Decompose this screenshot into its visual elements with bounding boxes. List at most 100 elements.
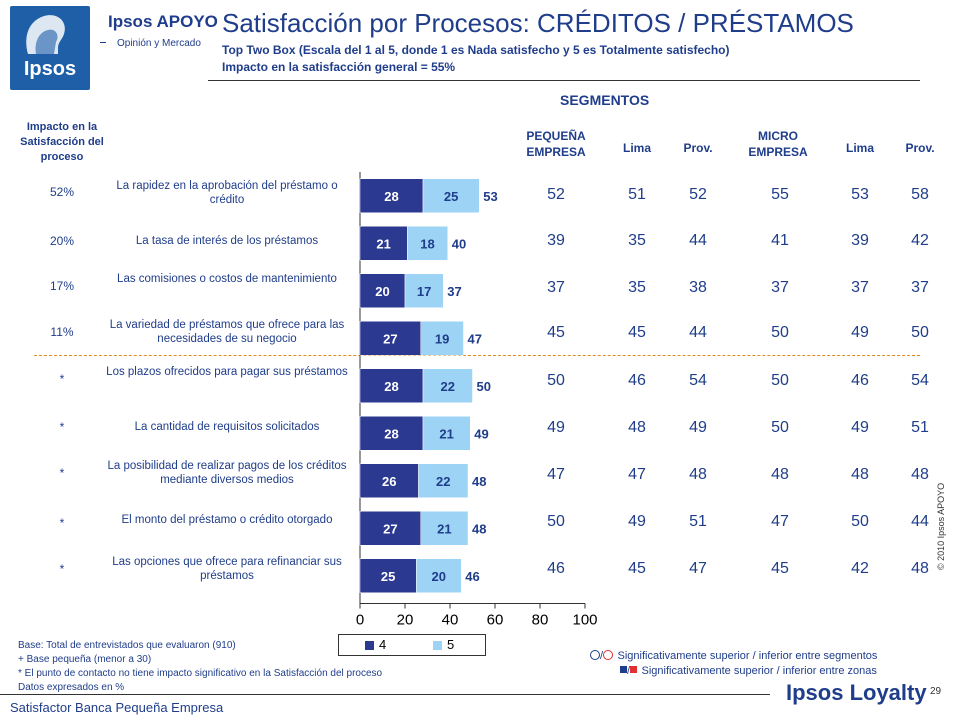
circle-icon <box>603 649 614 660</box>
sig-segments-text: Significativamente superior / inferior e… <box>617 650 878 662</box>
bar-series-4 <box>359 416 424 451</box>
bar-total-label: 49 <box>474 426 488 441</box>
segment-value: 37 <box>851 279 869 296</box>
segment-value: 50 <box>771 419 789 436</box>
partner-logo-subtitle: Opinión y Mercado <box>117 38 201 49</box>
impact-column-heading: Impacto en la Satisfacción del proceso <box>20 121 104 163</box>
bar-series-5 <box>418 463 469 498</box>
segment-value: 50 <box>771 372 789 389</box>
segment-value: 50 <box>771 324 789 341</box>
bar-total-label: 40 <box>452 236 466 251</box>
segment-value: 49 <box>851 324 869 341</box>
bar-series-4 <box>359 273 406 308</box>
segment-value: 44 <box>911 513 929 530</box>
bar-data-label: 19 <box>435 331 449 346</box>
segment-value: 35 <box>628 279 646 296</box>
segment-value: 46 <box>547 560 565 577</box>
segment-value: 48 <box>911 466 929 483</box>
segment-value: 35 <box>628 232 646 249</box>
segment-value: 47 <box>547 466 565 483</box>
segment-value: 46 <box>628 372 646 389</box>
bar-series-4 <box>359 178 424 213</box>
bar-series-5 <box>420 511 469 546</box>
segment-value: 50 <box>547 513 565 530</box>
bar-total-label: 46 <box>465 569 479 584</box>
row-label: Las comisiones o costos de mantenimiento <box>117 273 337 285</box>
bar-series-5 <box>422 416 471 451</box>
partner-logo-title: Ipsos APOYO <box>108 12 218 31</box>
copyright: © 2010 Ipsos APOYO <box>936 482 946 570</box>
segment-value: 48 <box>771 466 789 483</box>
impact-value: 17% <box>49 279 75 293</box>
bar-total-label: 50 <box>477 379 491 394</box>
title-divider <box>208 80 920 81</box>
bar-total-label: 47 <box>468 331 482 346</box>
segment-value: 52 <box>547 186 565 203</box>
legend-label-5: 5 <box>447 637 455 652</box>
impact-value: * <box>59 562 65 576</box>
bar-series-5 <box>422 368 473 403</box>
segment-value: 45 <box>547 324 565 341</box>
bar-series-4 <box>359 321 421 356</box>
segment-value: 48 <box>911 560 929 577</box>
segment-value: 41 <box>771 232 789 249</box>
square-icon <box>630 666 638 674</box>
segment-value: 37 <box>911 279 929 296</box>
col-micro-empresa: MICRO EMPRESA <box>748 129 808 159</box>
segment-value: 51 <box>628 186 646 203</box>
bar-series-5 <box>422 178 480 213</box>
impact-value: 11% <box>50 325 74 339</box>
circle-icon <box>590 649 600 660</box>
segment-value: 51 <box>911 419 929 436</box>
segment-value: 42 <box>911 232 929 249</box>
col-prov-2: Prov. <box>905 141 935 155</box>
bar-data-label: 21 <box>437 521 451 536</box>
segment-value: 53 <box>851 186 869 203</box>
footnote-base: Base: Total de entrevistados que evaluar… <box>18 640 236 651</box>
bar-series-5 <box>420 321 464 356</box>
legend-swatch-5 <box>433 641 442 650</box>
segment-value: 51 <box>689 513 707 530</box>
impact-value: 52% <box>49 185 75 199</box>
bar-series-4 <box>359 463 419 498</box>
bar-data-label: 20 <box>375 284 389 299</box>
bar-data-label: 28 <box>384 189 398 204</box>
bar-data-label: 18 <box>420 236 434 251</box>
col-lima-1: Lima <box>622 141 651 155</box>
col-pequena-empresa: PEQUEÑA EMPRESA <box>526 129 586 159</box>
impact-value: * <box>59 466 65 480</box>
footer-divider <box>0 694 770 695</box>
segment-value: 37 <box>771 279 789 296</box>
chart-legend: 4 5 <box>338 634 486 656</box>
bar-data-label: 20 <box>432 569 446 584</box>
bar-series-4 <box>359 558 417 593</box>
x-tick-label: 100 <box>572 612 597 629</box>
footer-title: Satisfactor Banca Pequeña Empresa <box>10 700 224 715</box>
bar-series-4 <box>359 368 424 403</box>
legend-swatch-4 <box>365 641 374 650</box>
bar-total-label: 48 <box>472 521 486 536</box>
logo-face-icon <box>26 15 65 54</box>
x-tick-label: 80 <box>532 612 549 629</box>
stacked-bar-chart: 28 25 53 21 18 40 20 17 37 27 19 47 28 22 50 28 21 49 26 22… <box>356 172 598 629</box>
bar-data-label: 25 <box>381 569 395 584</box>
segment-value: 38 <box>689 279 707 296</box>
row-label: Las opciones que ofrece para refinanciar… <box>112 556 342 582</box>
sig-zones-legend: / Significativamente superior / inferior… <box>620 661 877 679</box>
page-title: Satisfacción por Procesos: CRÉDITOS / PR… <box>222 8 854 38</box>
row-label: La variedad de préstamos que ofrece para… <box>109 319 345 345</box>
segment-value: 45 <box>628 560 646 577</box>
row-label: Los plazos ofrecidos para pagar sus prés… <box>106 366 348 378</box>
legend-label-4: 4 <box>379 637 387 652</box>
bar-data-label: 28 <box>384 379 398 394</box>
segment-value: 54 <box>911 372 929 389</box>
segment-value: 47 <box>689 560 707 577</box>
impact-value: 20% <box>49 234 75 248</box>
segment-value: 50 <box>547 372 565 389</box>
row-label: La posibilidad de realizar pagos de los … <box>107 460 347 486</box>
segment-value: 46 <box>851 372 869 389</box>
x-tick-label: 40 <box>442 612 459 629</box>
segment-value: 44 <box>689 324 707 341</box>
bar-data-label: 28 <box>384 426 398 441</box>
bar-total-label: 48 <box>472 474 486 489</box>
